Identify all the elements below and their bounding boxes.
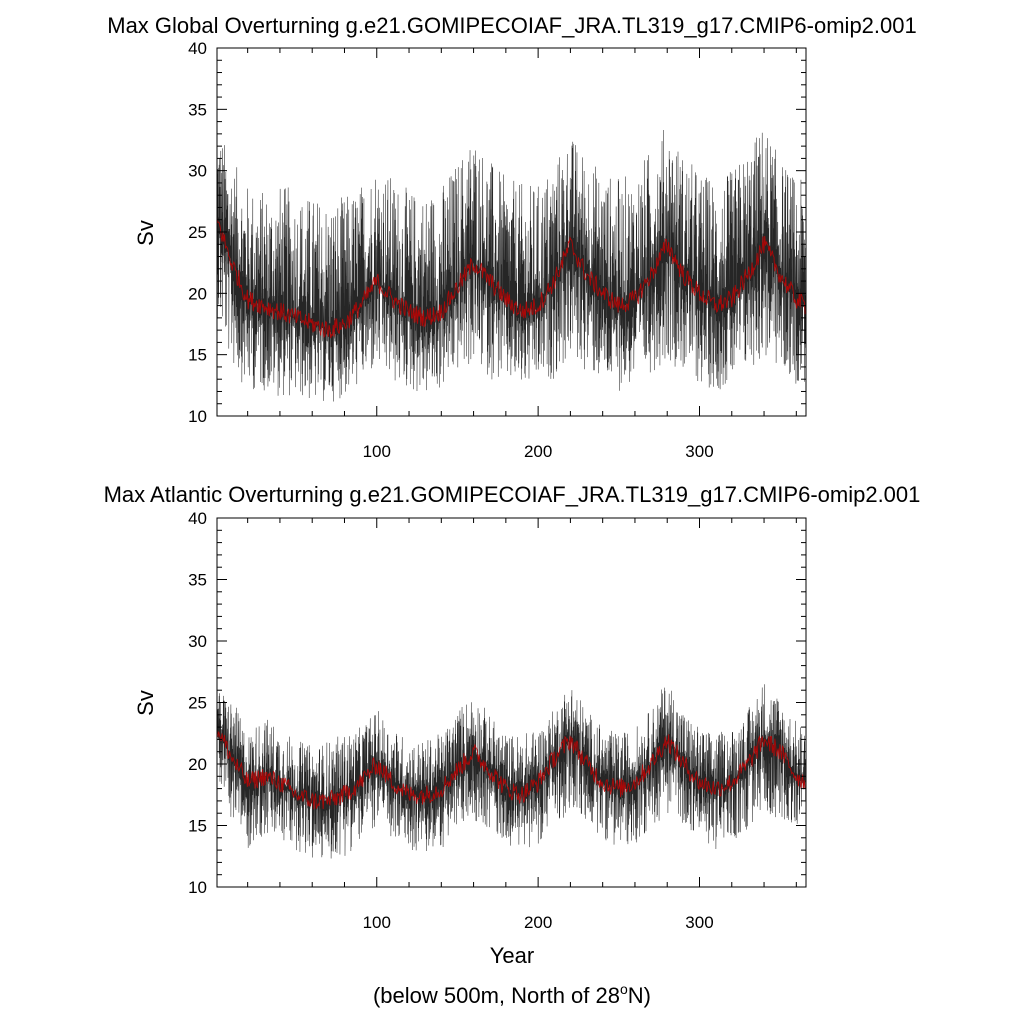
- footnote-prefix: (below 500m, North of 28: [373, 983, 620, 1008]
- atlantic-panel-title: Max Atlantic Overturning g.e21.GOMIPECOI…: [104, 482, 921, 507]
- monthly-series-line: [216, 684, 807, 859]
- footnote: (below 500m, North of 28oN): [373, 981, 651, 1008]
- x-tick-label: 100: [363, 913, 391, 932]
- annual-mean-line: [216, 217, 807, 339]
- y-tick-label: 15: [188, 346, 207, 365]
- degree-superscript: o: [620, 981, 628, 997]
- annual-mean-line: [216, 729, 807, 810]
- monthly-series-line: [216, 130, 807, 402]
- global-y-axis-label: Sv: [133, 220, 158, 246]
- atlantic-overturning-panel: Max Atlantic Overturning g.e21.GOMIPECOI…: [104, 482, 921, 968]
- global-plot-area: 10 15 20 25 30 35 40 100 200 300: [188, 39, 807, 461]
- atlantic-y-axis-label: Sv: [133, 690, 158, 716]
- x-axis-label: Year: [490, 943, 534, 968]
- y-tick-label: 35: [188, 571, 207, 590]
- y-tick-label: 35: [188, 100, 207, 119]
- y-tick-label: 20: [188, 284, 207, 303]
- x-tick-label: 300: [685, 913, 713, 932]
- global-overturning-panel: Max Global Overturning g.e21.GOMIPECOIAF…: [107, 13, 916, 461]
- y-tick-label: 30: [188, 632, 207, 651]
- footnote-suffix: N): [628, 983, 651, 1008]
- global-panel-title: Max Global Overturning g.e21.GOMIPECOIAF…: [107, 13, 916, 38]
- y-tick-label: 25: [188, 694, 207, 713]
- y-tick-label: 20: [188, 755, 207, 774]
- atlantic-plot-area: 10 15 20 25 30 35 40 100 200 300: [188, 509, 807, 932]
- y-tick-label: 10: [188, 878, 207, 897]
- y-tick-label: 30: [188, 162, 207, 181]
- x-tick-label: 300: [685, 442, 713, 461]
- y-tick-label: 40: [188, 509, 207, 528]
- y-tick-label: 40: [188, 39, 207, 58]
- x-tick-label: 200: [524, 913, 552, 932]
- y-tick-label: 15: [188, 817, 207, 836]
- y-tick-label: 25: [188, 223, 207, 242]
- y-tick-label: 10: [188, 407, 207, 426]
- x-tick-label: 100: [363, 442, 391, 461]
- x-tick-label: 200: [524, 442, 552, 461]
